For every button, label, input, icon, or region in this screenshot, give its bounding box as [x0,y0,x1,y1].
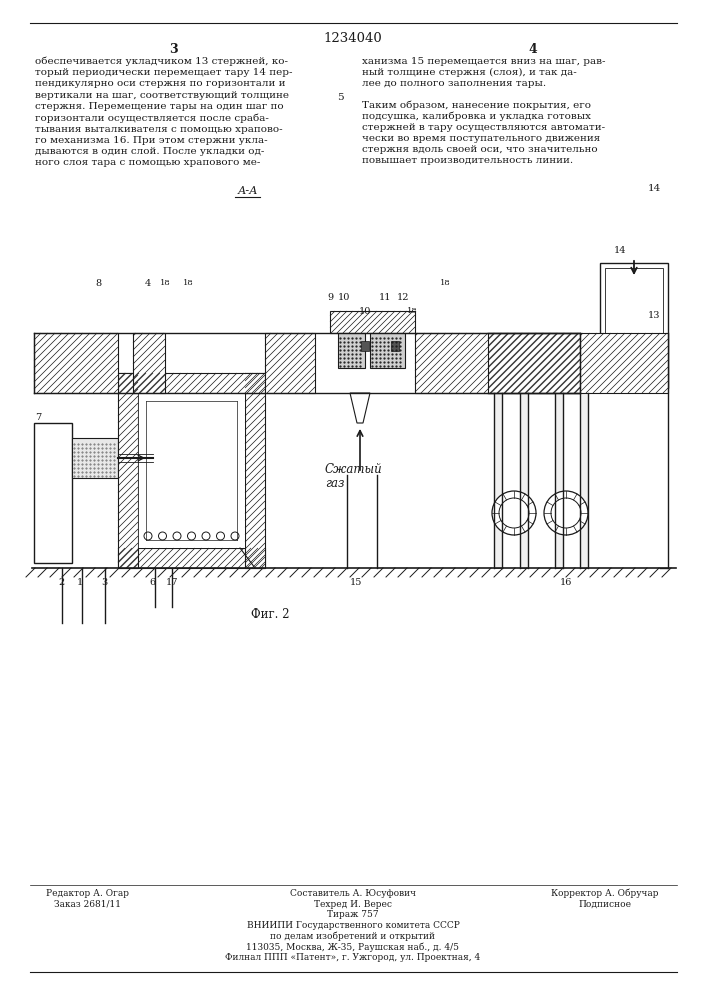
Bar [118,373,265,393]
Text: 10: 10 [338,294,350,302]
Text: стержней в тару осуществляются автомати-: стержней в тару осуществляются автомати- [362,122,605,131]
Text: 18: 18 [440,279,450,287]
Bar [34,333,118,393]
Text: 1: 1 [77,578,83,587]
Text: тывания выталкивателя с помощью храпово-: тывания выталкивателя с помощью храпово- [35,124,283,133]
Text: подсушка, калибровка и укладка готовых: подсушка, калибровка и укладка готовых [362,111,591,121]
Circle shape [216,532,225,540]
Text: 12: 12 [397,294,409,302]
Bar [580,333,668,393]
Text: Редактор А. Огар: Редактор А. Огар [47,889,129,898]
Text: дываются в один слой. После укладки од-: дываются в один слой. После укладки од- [35,147,264,156]
Bar [600,263,668,388]
Text: газ: газ [325,477,344,490]
Bar [34,423,72,563]
Text: Таким образом, нанесение покрытия, его: Таким образом, нанесение покрытия, его [362,100,591,109]
Circle shape [499,498,529,528]
Bar [415,333,580,393]
Text: 9: 9 [327,294,333,302]
Text: 18: 18 [182,279,194,287]
Text: ВНИИПИ Государственного комитета СССР: ВНИИПИ Государственного комитета СССР [247,921,460,930]
Text: Техред И. Верес: Техред И. Верес [314,900,392,909]
Text: 5: 5 [337,93,344,102]
Text: ханизма 15 перемещается вниз на шаг, рав-: ханизма 15 перемещается вниз на шаг, рав… [362,57,605,66]
Circle shape [158,532,167,540]
Text: 14: 14 [614,246,626,255]
Bar [245,373,265,568]
Text: 15: 15 [350,578,362,587]
Text: 4: 4 [529,43,537,56]
Circle shape [187,532,196,540]
Text: 6: 6 [149,578,155,587]
Text: чески во время поступательного движения: чески во время поступательного движения [362,134,600,143]
Bar [330,311,415,333]
Text: 113035, Москва, Ж-35, Раушская наб., д. 4/5: 113035, Москва, Ж-35, Раушская наб., д. … [247,943,460,952]
Text: стержня вдоль своей оси, что значительно: стержня вдоль своей оси, что значительно [362,145,597,154]
Bar [118,548,265,568]
Text: 10: 10 [359,306,371,316]
Bar [361,341,369,351]
Text: 18: 18 [407,307,417,315]
Bar [488,333,580,393]
Text: пендикулярно оси стержня по горизонтали и: пендикулярно оси стержня по горизонтали … [35,80,286,89]
Text: Составитель А. Юсуфович: Составитель А. Юсуфович [290,889,416,898]
Bar [138,393,245,548]
Text: А-А: А-А [238,186,258,196]
Text: Филнал ППП «Патент», г. Ужгород, ул. Проектная, 4: Филнал ППП «Патент», г. Ужгород, ул. Про… [226,953,481,962]
Circle shape [231,532,239,540]
Text: го механизма 16. При этом стержни укла-: го механизма 16. При этом стержни укла- [35,136,268,145]
Text: ного слоя тара с помощью храпового ме-: ного слоя тара с помощью храпового ме- [35,158,260,167]
Text: стержня. Перемещение тары на один шаг по: стержня. Перемещение тары на один шаг по [35,102,284,111]
Circle shape [544,491,588,535]
Text: по делам изобретений и открытий: по делам изобретений и открытий [271,932,436,941]
Circle shape [144,532,152,540]
Text: лее до полного заполнения тары.: лее до полного заполнения тары. [362,80,546,89]
Text: вертикали на шаг, соответствующий толщине: вертикали на шаг, соответствующий толщин… [35,91,289,100]
Bar [494,393,502,568]
Text: Корректор А. Обручар: Корректор А. Обручар [551,889,659,898]
Text: торый периодически перемещает тару 14 пер-: торый периодически перемещает тару 14 пе… [35,68,293,77]
Circle shape [551,498,581,528]
Bar [580,393,588,568]
Text: Тираж 757: Тираж 757 [327,910,379,919]
Polygon shape [350,393,370,423]
Text: Фиг. 2: Фиг. 2 [251,608,289,621]
Bar [133,333,165,393]
Text: 1234040: 1234040 [324,32,382,45]
Text: Подписное: Подписное [578,900,631,909]
Bar [118,373,138,568]
Text: горизонтали осуществляется после сраба-: горизонтали осуществляется после сраба- [35,113,269,123]
Bar [391,341,399,351]
Text: обеспечивается укладчиком 13 стержней, ко-: обеспечивается укладчиком 13 стержней, к… [35,57,288,66]
Text: 4: 4 [145,278,151,288]
Bar [520,393,528,568]
Text: Сжатый: Сжатый [325,463,382,476]
Bar [555,393,563,568]
Text: 8: 8 [95,278,101,288]
Bar [265,333,315,393]
Text: 13: 13 [648,310,660,320]
Circle shape [202,532,210,540]
Text: 3: 3 [169,43,177,56]
Text: Заказ 2681/11: Заказ 2681/11 [54,900,122,909]
Text: повышает производительность линии.: повышает производительность линии. [362,156,573,165]
Bar [605,268,663,383]
Circle shape [492,491,536,535]
Text: 18: 18 [160,279,170,287]
Text: 16: 16 [560,578,572,587]
Bar [338,333,365,368]
Bar [370,333,405,368]
Bar [72,438,118,478]
Text: 14: 14 [648,184,661,193]
Text: 17: 17 [165,578,178,587]
Text: 3: 3 [101,578,107,587]
Text: ный толщине стержня (слоя), и так да-: ный толщине стержня (слоя), и так да- [362,68,577,77]
Text: 2: 2 [59,578,65,587]
Circle shape [173,532,181,540]
Text: 11: 11 [379,294,391,302]
Text: 7: 7 [35,414,41,422]
